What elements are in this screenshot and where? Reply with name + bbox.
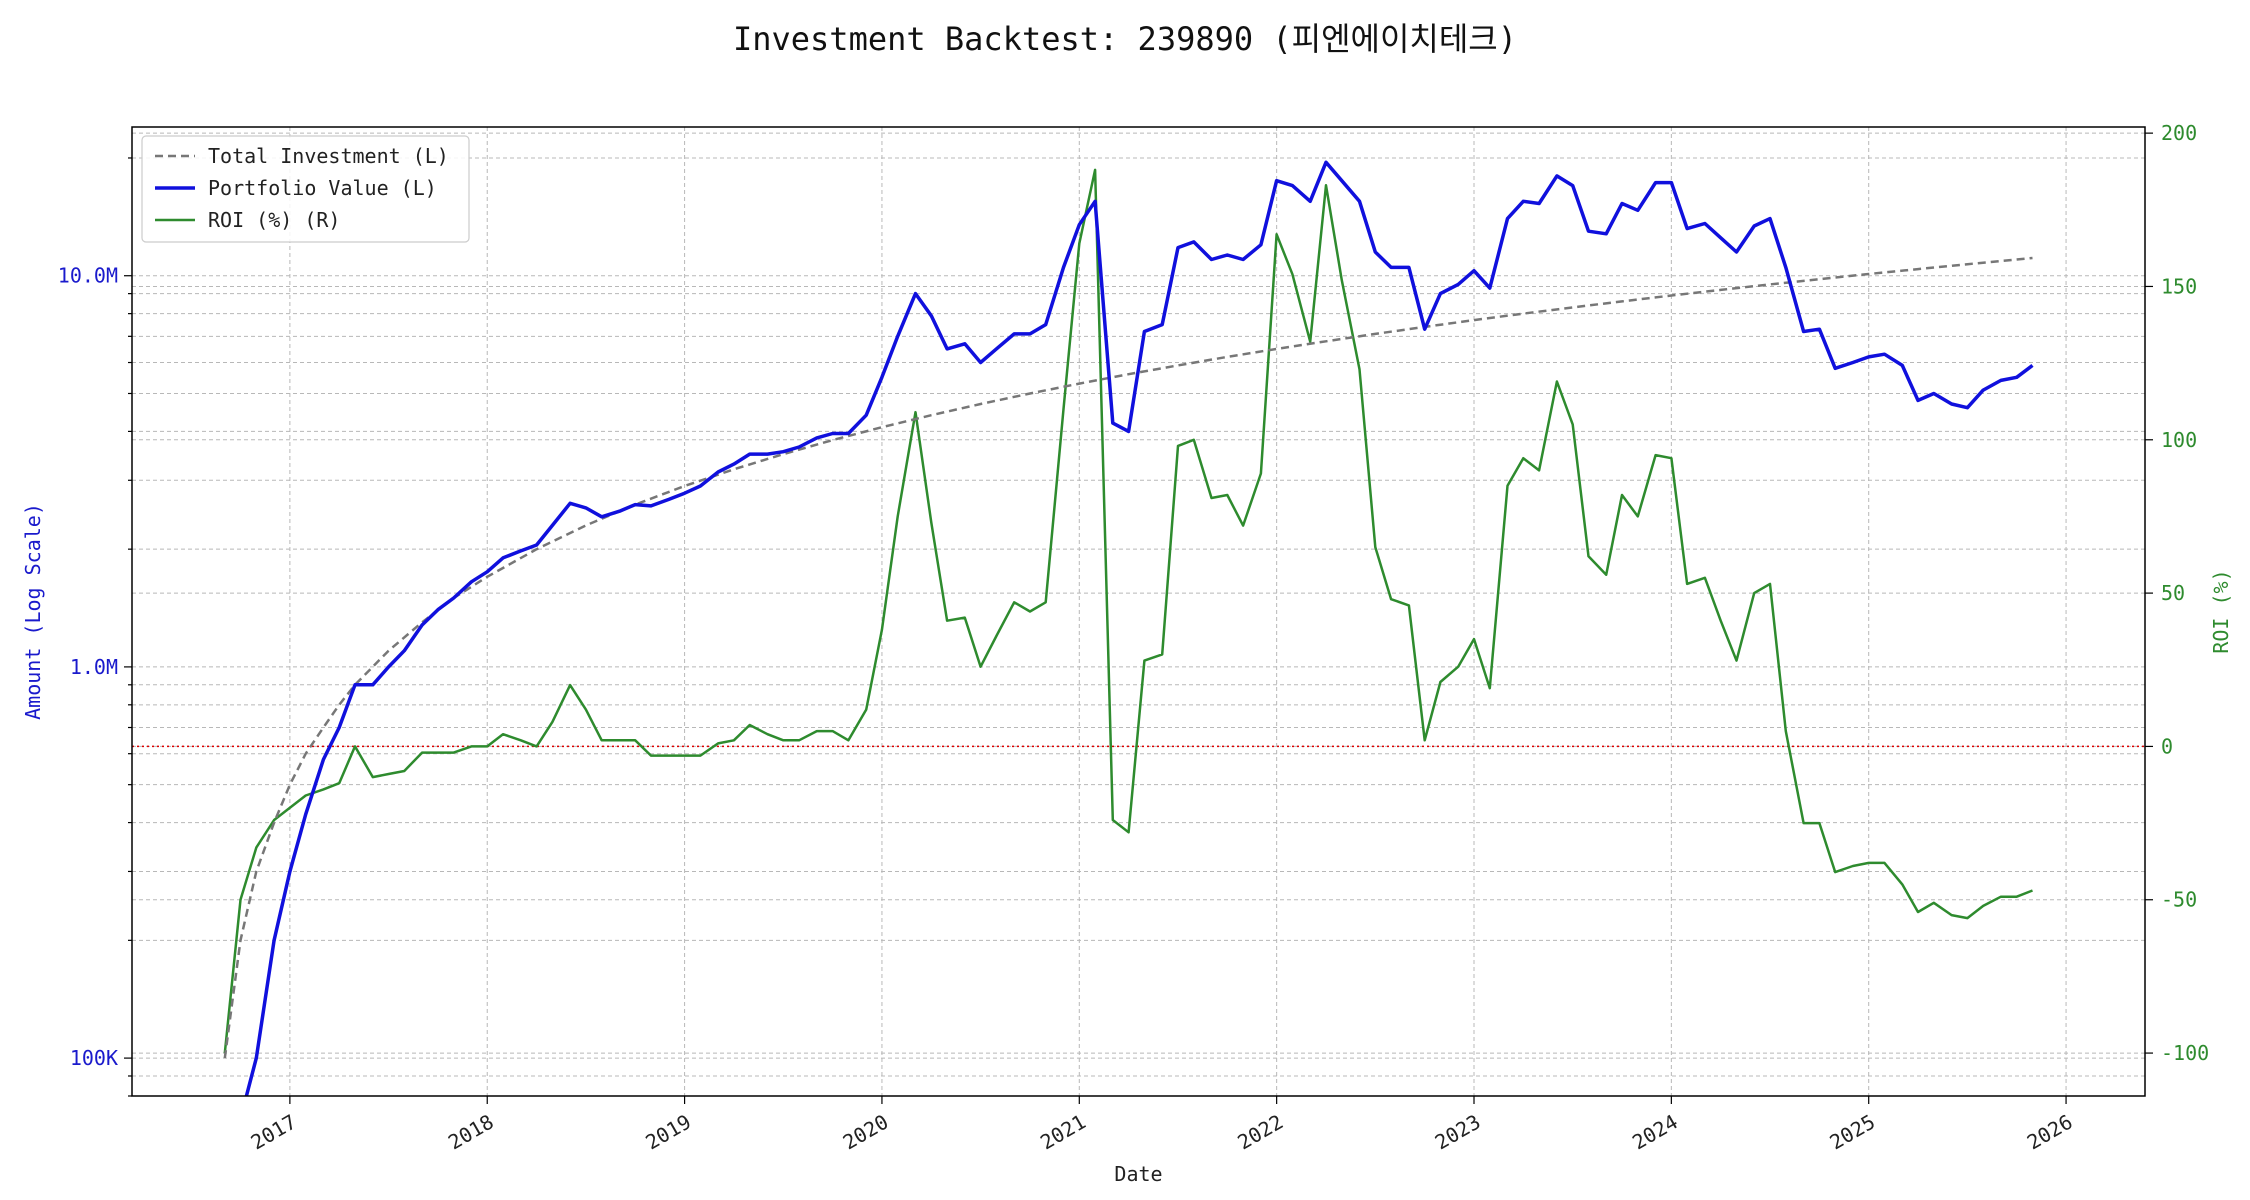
legend-box	[141, 135, 470, 243]
legend-label: ROI (%) (R)	[208, 208, 340, 232]
plot-frame	[131, 126, 2146, 1097]
tick-label-x: 2017	[247, 1110, 301, 1155]
tick-label-right: -100	[2161, 1041, 2209, 1065]
axes-layer: 100K 1.0M 10.0M -100 -50 0 50 100 150 200 2017 2018…	[21, 121, 2233, 1186]
tick-label-x: 2022	[1233, 1110, 1287, 1155]
tick-label-right: 100	[2161, 428, 2197, 452]
tick-label-right: 0	[2161, 734, 2173, 758]
tick-label-left: 10.0M	[58, 264, 118, 288]
tick-label-right: 50	[2161, 581, 2185, 605]
y-axis-label-left: Amount (Log Scale)	[21, 503, 45, 720]
series-line-portfolio-value	[244, 160, 2034, 1096]
tick-label-x: 2026	[2023, 1110, 2077, 1155]
series-line-roi	[223, 168, 2033, 1054]
grid-lines	[132, 127, 2145, 1097]
tick-label-x: 2021	[1036, 1110, 1090, 1155]
legend-label: Portfolio Value (L)	[208, 176, 437, 200]
x-axis-label: Date	[1114, 1162, 1162, 1186]
series-line-total-investment	[223, 256, 2033, 1059]
series-layer	[132, 160, 2145, 1096]
tick-label-left: 1.0M	[70, 655, 118, 679]
y-axis-label-right: ROI (%)	[2209, 569, 2233, 653]
tick-label-x: 2023	[1431, 1110, 1485, 1155]
tick-label-x: 2018	[444, 1110, 498, 1155]
legend: Total Investment (L) Portfolio Value (L) R…	[141, 135, 470, 243]
tick-label-x: 2020	[839, 1110, 893, 1155]
tick-label-x: 2024	[1628, 1110, 1682, 1155]
tick-label-x: 2025	[1825, 1110, 1879, 1155]
legend-label: Total Investment (L)	[208, 144, 449, 168]
tick-label-right: -50	[2161, 888, 2197, 912]
tick-label-left: 100K	[70, 1046, 118, 1070]
tick-label-right: 200	[2161, 121, 2197, 145]
tick-label-right: 150	[2161, 274, 2197, 298]
chart-title: Investment Backtest: 239890 (피엔에이치테크)	[732, 20, 1518, 58]
tick-label-x: 2019	[641, 1110, 695, 1155]
